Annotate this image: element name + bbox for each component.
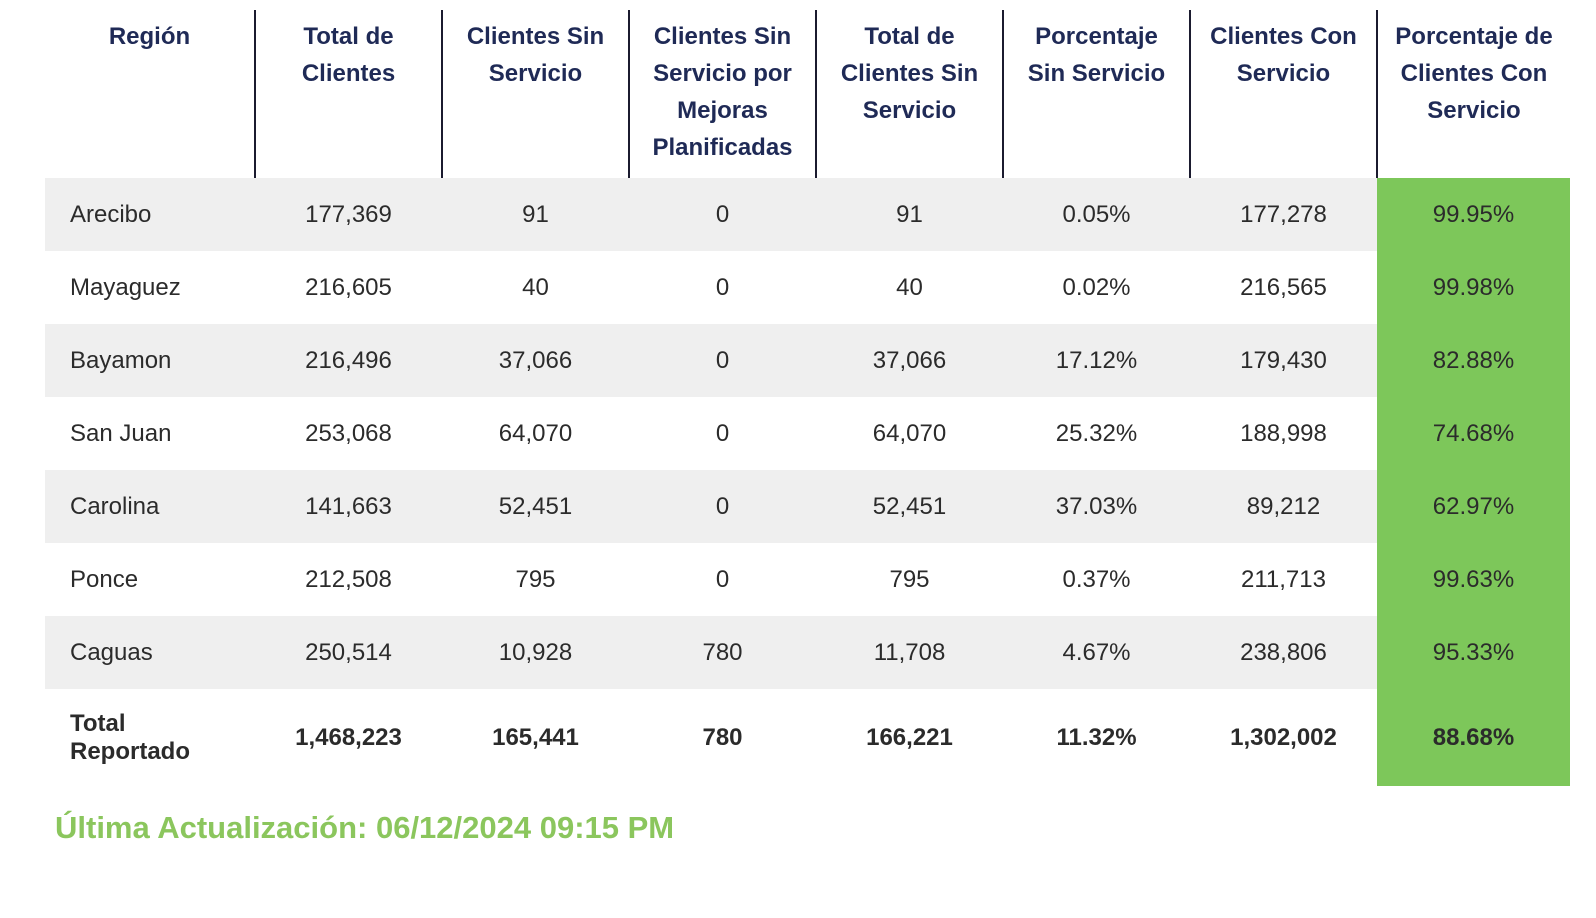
- data-cell: 0: [629, 543, 816, 616]
- region-name-cell: Mayaguez: [45, 251, 255, 324]
- data-cell: 165,441: [442, 689, 629, 786]
- table-row-arecibo: Arecibo 177,369 91 0 91 0.05% 177,278 99.95%: [45, 178, 1570, 251]
- data-cell: 0: [629, 178, 816, 251]
- data-cell: 216,565: [1190, 251, 1377, 324]
- data-cell: 64,070: [442, 397, 629, 470]
- table-row-caguas: Caguas 250,514 10,928 780 11,708 4.67% 238,806…: [45, 616, 1570, 689]
- data-cell: 253,068: [255, 397, 442, 470]
- data-cell: 4.67%: [1003, 616, 1190, 689]
- data-cell: 238,806: [1190, 616, 1377, 689]
- data-cell: 17.12%: [1003, 324, 1190, 397]
- percent-with-service-cell: 99.63%: [1377, 543, 1570, 616]
- region-name-cell: San Juan: [45, 397, 255, 470]
- data-cell: 780: [629, 616, 816, 689]
- percent-with-service-cell: 74.68%: [1377, 397, 1570, 470]
- data-cell: 89,212: [1190, 470, 1377, 543]
- percent-with-service-cell: 88.68%: [1377, 689, 1570, 786]
- column-header-clientes-sin-servicio: Clientes Sin Servicio: [442, 10, 630, 178]
- data-cell: 1,302,002: [1190, 689, 1377, 786]
- data-cell: 1,468,223: [255, 689, 442, 786]
- data-cell: 10,928: [442, 616, 629, 689]
- region-name-cell: Ponce: [45, 543, 255, 616]
- data-cell: 0.05%: [1003, 178, 1190, 251]
- column-header-total-de-clientes: Total de Clientes: [255, 10, 443, 178]
- data-cell: 141,663: [255, 470, 442, 543]
- column-header-porcentaje-sin-servicio: Porcentaje Sin Servicio: [1003, 10, 1191, 178]
- data-cell: 37,066: [816, 324, 1003, 397]
- data-cell: 795: [442, 543, 629, 616]
- data-cell: 37,066: [442, 324, 629, 397]
- data-cell: 11,708: [816, 616, 1003, 689]
- table-row-mayaguez: Mayaguez 216,605 40 0 40 0.02% 216,565 99.98%: [45, 251, 1570, 324]
- data-cell: 177,278: [1190, 178, 1377, 251]
- data-cell: 91: [816, 178, 1003, 251]
- column-header-porcentaje-de-clientes-con-servicio: Porcentaje de Clientes Con Servicio: [1395, 23, 1553, 124]
- region-name-cell: Carolina: [45, 470, 255, 543]
- table-row-carolina: Carolina 141,663 52,451 0 52,451 37.03% 89,212…: [45, 470, 1570, 543]
- region-name-cell: Caguas: [45, 616, 255, 689]
- data-cell: 52,451: [442, 470, 629, 543]
- data-cell: 780: [629, 689, 816, 786]
- data-cell: 211,713: [1190, 543, 1377, 616]
- data-cell: 0: [629, 324, 816, 397]
- data-cell: 0: [629, 397, 816, 470]
- table-row-san-juan: San Juan 253,068 64,070 0 64,070 25.32% 188,99…: [45, 397, 1570, 470]
- total-label-cell: Total Reportado: [45, 689, 255, 786]
- region-name-cell: Arecibo: [45, 178, 255, 251]
- data-cell: 91: [442, 178, 629, 251]
- data-cell: 40: [442, 251, 629, 324]
- data-cell: 0.37%: [1003, 543, 1190, 616]
- last-update-text: Última Actualización: 06/12/2024 09:15 P…: [55, 810, 675, 845]
- percent-with-service-cell: 62.97%: [1377, 470, 1570, 543]
- data-cell: 0: [629, 470, 816, 543]
- data-cell: 250,514: [255, 616, 442, 689]
- data-cell: 37.03%: [1003, 470, 1190, 543]
- table-row-bayamon: Bayamon 216,496 37,066 0 37,066 17.12% 179,430…: [45, 324, 1570, 397]
- data-cell: 11.32%: [1003, 689, 1190, 786]
- total-row: Total Reportado 1,468,223 165,441 780 166,22…: [45, 689, 1570, 786]
- column-header-clientes-sin-servicio-por-mejoras-planificadas: Clientes Sin Servicio por Mejoras Planif…: [629, 10, 817, 178]
- data-cell: 216,496: [255, 324, 442, 397]
- data-cell: 64,070: [816, 397, 1003, 470]
- data-cell: 25.32%: [1003, 397, 1190, 470]
- service-status-table: Región Total de Clientes Clientes Sin Serv…: [45, 10, 1570, 786]
- table-row-ponce: Ponce 212,508 795 0 795 0.37% 211,713 99.63%: [45, 543, 1570, 616]
- data-cell: 216,605: [255, 251, 442, 324]
- data-cell: 52,451: [816, 470, 1003, 543]
- data-cell: 212,508: [255, 543, 442, 616]
- column-header-region: Región: [45, 10, 256, 178]
- table-header-row: Región Total de Clientes Clientes Sin Serv…: [45, 10, 1570, 178]
- data-cell: 166,221: [816, 689, 1003, 786]
- percent-with-service-cell: 99.95%: [1377, 178, 1570, 251]
- percent-with-service-cell: 95.33%: [1377, 616, 1570, 689]
- data-cell: 40: [816, 251, 1003, 324]
- region-name-cell: Bayamon: [45, 324, 255, 397]
- percent-with-service-cell: 82.88%: [1377, 324, 1570, 397]
- data-cell: 795: [816, 543, 1003, 616]
- data-cell: 0.02%: [1003, 251, 1190, 324]
- service-status-report: Región Total de Clientes Clientes Sin Serv…: [45, 10, 1570, 845]
- percent-with-service-cell: 99.98%: [1377, 251, 1570, 324]
- data-cell: 188,998: [1190, 397, 1377, 470]
- data-cell: 179,430: [1190, 324, 1377, 397]
- column-header-clientes-con-servicio: Clientes Con Servicio: [1190, 10, 1378, 178]
- data-cell: 0: [629, 251, 816, 324]
- column-header-total-de-clientes-sin-servicio: Total de Clientes Sin Servicio: [816, 10, 1004, 178]
- data-cell: 177,369: [255, 178, 442, 251]
